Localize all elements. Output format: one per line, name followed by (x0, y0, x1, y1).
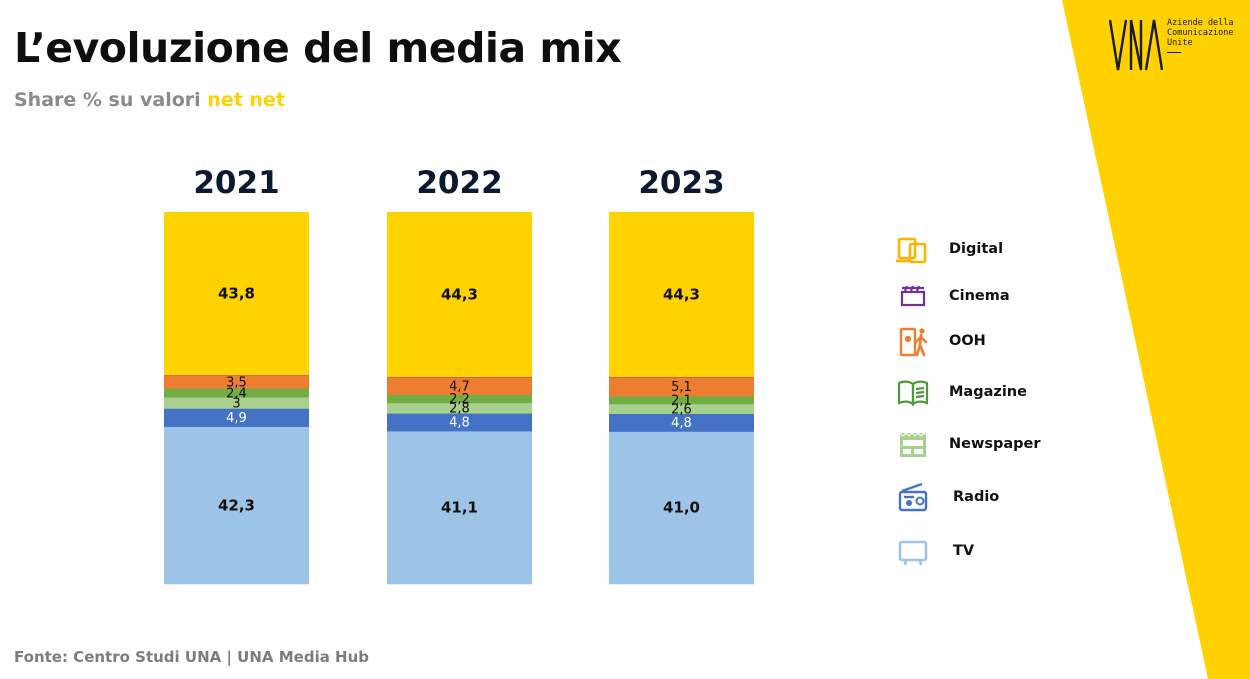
data-label-digital: 44,3 (663, 285, 700, 303)
category-label-2021: 2021 (193, 165, 279, 201)
bar-segment-digital (164, 212, 309, 376)
source-note: Fonte: Centro Studi UNA | UNA Media Hub (14, 648, 370, 666)
data-label-newspaper: 2,8 (449, 402, 470, 417)
bar-segment-tv (609, 431, 754, 585)
bar-segment-radio (609, 413, 754, 432)
bar-segment-newspaper (387, 402, 532, 414)
bar-segment-tv (164, 426, 309, 585)
bar-segment-digital (387, 212, 532, 378)
data-label-newspaper: 2,6 (671, 402, 692, 417)
legend-label: Cinema (949, 288, 1010, 304)
legend-label: OOH (949, 333, 986, 349)
logo-tagline-line: Unite (1167, 38, 1193, 48)
category-label-2023: 2023 (638, 165, 724, 201)
bar-segment-newspaper (164, 397, 309, 409)
bar-segment-cinema (164, 374, 309, 376)
bar-segment-digital (609, 212, 754, 378)
legend-item-digital: Digital (890, 235, 1090, 265)
legend-label: TV (953, 543, 975, 559)
bar-segment-tv (387, 431, 532, 585)
digital-devices-icon (896, 237, 927, 264)
subtitle-prefix: Share % su valori (14, 89, 201, 111)
legend-label: Magazine (949, 384, 1027, 400)
data-label-digital: 44,3 (441, 285, 478, 303)
logo-tagline-line: Aziende della (1167, 18, 1234, 28)
una-logo: Aziende della Comunicazione Unite (1108, 18, 1240, 78)
legend-item-radio: Radio (890, 483, 1090, 513)
radio-icon (898, 483, 928, 512)
data-label-ooh: 4,7 (449, 379, 470, 394)
bar-segment-magazine (387, 394, 532, 404)
data-label-magazine: 2,4 (226, 386, 247, 401)
logo-tagline-line: Comunicazione (1167, 28, 1234, 38)
legend-label: Digital (949, 241, 1004, 257)
logo-rule (1167, 52, 1181, 53)
una-logo-tagline: Aziende della Comunicazione Unite (1167, 18, 1247, 48)
legend-item-ooh: OOH (890, 327, 1090, 357)
tv-icon (898, 540, 928, 566)
data-label-radio: 4,8 (449, 416, 470, 431)
legend-label: Newspaper (949, 436, 1041, 452)
bar-segment-cinema (609, 376, 754, 378)
data-label-tv: 41,0 (663, 499, 700, 517)
bar-segment-ooh (609, 377, 754, 397)
data-label-tv: 41,1 (441, 499, 478, 517)
bar-segment-newspaper (609, 403, 754, 414)
legend-item-magazine: Magazine (890, 378, 1090, 408)
legend-label: Radio (953, 489, 1000, 505)
legend: Digital Cinema (890, 0, 1090, 679)
subtitle-highlight: net net (207, 89, 285, 111)
bar-segment-ooh (387, 377, 532, 395)
bar-segment-radio (387, 413, 532, 432)
data-label-ooh: 3,5 (226, 375, 247, 390)
open-book-icon (897, 380, 929, 407)
clapperboard-icon (900, 285, 926, 307)
category-label-2022: 2022 (416, 165, 502, 201)
billboard-person-icon (899, 327, 928, 357)
legend-item-tv: TV (890, 537, 1090, 567)
bar-segment-radio (164, 408, 309, 427)
page-title: L’evoluzione del media mix (14, 24, 622, 72)
data-label-digital: 43,8 (218, 284, 255, 302)
una-logo-mark (1108, 19, 1164, 71)
bar-segment-cinema (387, 376, 532, 378)
data-label-tv: 42,3 (218, 496, 255, 514)
data-label-radio: 4,9 (226, 411, 247, 426)
bar-segment-magazine (609, 396, 754, 405)
data-label-newspaper: 3 (232, 396, 240, 411)
newspaper-icon (899, 432, 927, 457)
data-label-radio: 4,8 (671, 416, 692, 431)
data-label-ooh: 5,1 (671, 380, 692, 395)
legend-item-newspaper: Newspaper (890, 430, 1090, 460)
bar-segment-magazine (164, 388, 309, 398)
page-subtitle: Share % su valori net net (14, 89, 285, 111)
bar-segment-ooh (164, 375, 309, 389)
data-label-magazine: 2,1 (671, 394, 692, 409)
data-label-magazine: 2,2 (449, 392, 470, 407)
legend-item-cinema: Cinema (890, 282, 1090, 312)
